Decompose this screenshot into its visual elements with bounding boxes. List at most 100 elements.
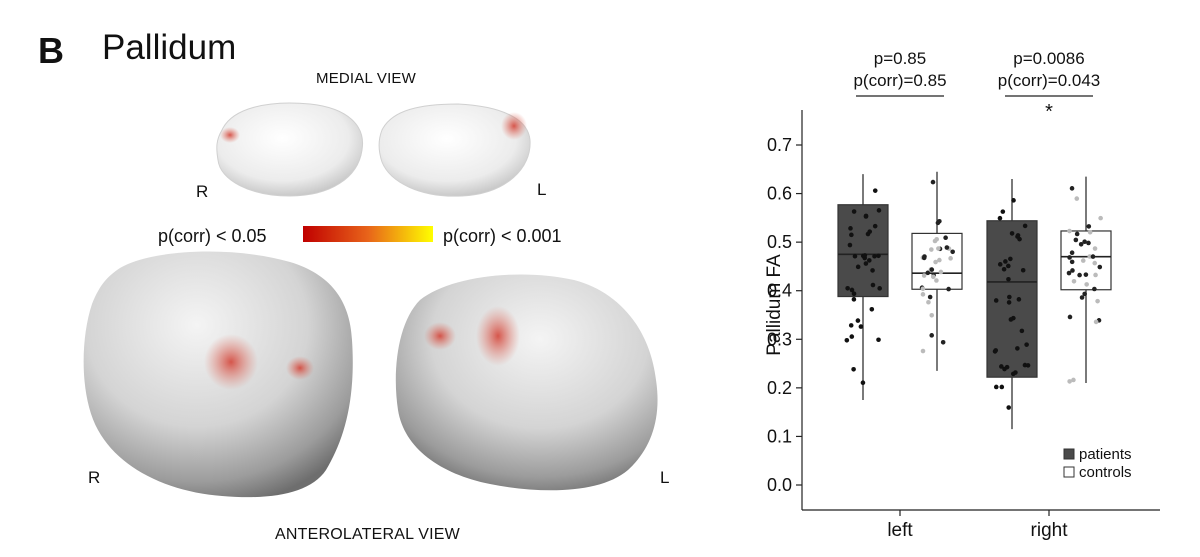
data-point [1006,300,1012,305]
x-tick-label-left: left [887,520,913,541]
medial-left-activation [501,112,527,140]
data-point [1008,256,1013,262]
data-point [1022,223,1028,229]
data-point [1093,272,1098,278]
data-point [858,324,864,329]
data-point [876,253,881,259]
data-point [1090,254,1096,259]
anterolateral-left-activation-2 [424,322,456,350]
data-point [927,294,933,300]
data-point [937,257,942,263]
anterolateral-left-pallidum [395,274,658,491]
data-point [870,268,875,273]
colorbar-high-label: p(corr) < 0.001 [443,226,562,246]
data-point [999,364,1004,369]
data-point [1016,297,1022,302]
data-point [1017,236,1022,242]
data-point [867,258,872,263]
anterolateral-side-label-r: R [88,468,101,487]
data-point [1069,259,1075,265]
box-patients-left [837,174,889,400]
data-point [929,247,934,252]
data-point [851,297,857,302]
data-point [940,340,946,345]
data-point [1020,267,1026,273]
data-point [1087,254,1093,259]
data-point [1066,270,1072,276]
y-tick-label: 0.3 [767,329,792,349]
data-point [877,286,882,291]
data-point [863,261,869,266]
data-point [1006,405,1012,410]
data-point [950,249,955,255]
jitter-points [844,179,1103,410]
data-point [934,278,939,283]
data-point [946,286,951,292]
x-tick-label-right: right [1031,520,1069,541]
data-point [849,287,855,293]
data-point [870,282,876,288]
data-point [1015,346,1020,351]
data-point [937,218,942,224]
data-point [1069,250,1075,255]
box-controls-left [911,171,963,371]
data-point [872,223,878,229]
data-point [920,292,926,297]
data-point [1069,186,1075,191]
data-point [930,274,936,280]
panel-letter: B [38,30,64,71]
data-point [1003,259,1008,264]
data-point [860,380,866,386]
data-point [867,229,873,234]
data-point [929,267,935,272]
colorbar [303,226,433,242]
box-iqr [1060,230,1112,291]
y-axis-label: Pallidum FA [764,254,785,356]
data-point [997,215,1003,221]
anterolateral-right-activation-2 [286,356,314,380]
y-axis: 0.0 0.1 0.2 0.3 0.4 0.5 0.6 0.7 [767,110,803,510]
anterolateral-right-activation-1 [204,334,258,390]
data-point [1097,264,1103,270]
significance-star-right: * [1045,101,1053,123]
data-point [929,312,935,318]
data-point [1019,328,1025,334]
data-point [926,299,931,305]
data-point [849,232,854,238]
box-iqr [837,204,889,298]
data-point [1092,246,1098,251]
x-axis: left right [802,509,1160,541]
data-point [1074,231,1080,237]
data-point [1073,237,1079,243]
data-point [1092,286,1097,292]
anterolateral-view-label: ANTEROLATERAL VIEW [275,526,460,543]
data-point [876,208,882,213]
data-point [936,246,941,251]
data-point [1024,342,1029,347]
p-value-left: p=0.85 [874,49,926,68]
data-point [993,348,999,353]
colorbar-low-label: p(corr) < 0.05 [158,226,267,246]
medial-side-label-l: L [537,180,547,199]
data-point [1001,266,1007,272]
data-point [1006,263,1011,269]
y-tick-label: 0.6 [767,184,792,204]
y-tick-label: 0.7 [767,135,792,155]
medial-left-pallidum [378,103,531,197]
data-point [1079,295,1085,300]
data-point [1082,239,1087,245]
data-point [1071,377,1076,383]
anterolateral-side-label-l: L [660,468,670,487]
anterolateral-left-activation-1 [476,306,520,366]
data-point [1080,258,1086,263]
data-point [1006,276,1011,282]
medial-right-pallidum [216,102,364,197]
box-plot: 0.0 0.1 0.2 0.3 0.4 0.5 0.6 0.7 left right p=0.8… [764,49,1160,541]
data-point [1084,282,1089,287]
data-point [1009,231,1015,236]
data-point [921,273,927,278]
legend-swatch [1063,466,1075,478]
brain-figure [83,102,658,498]
data-point [1070,268,1075,273]
